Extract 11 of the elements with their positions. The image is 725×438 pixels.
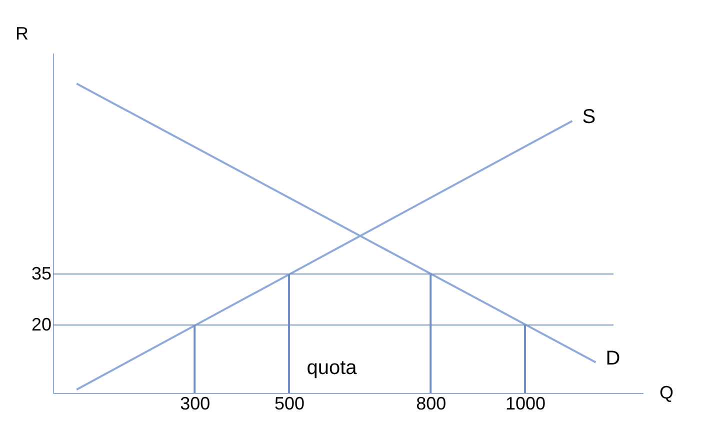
annotation: S — [582, 106, 596, 128]
y-tick-label: 20 — [31, 314, 52, 334]
x-tick-label: 800 — [416, 394, 446, 414]
annotation: D — [606, 347, 620, 370]
annotation: quota — [306, 357, 358, 379]
y-axis-title: R — [16, 24, 28, 44]
x-tick-label: 1000 — [505, 394, 546, 414]
y-tick-label: 35 — [31, 264, 52, 284]
x-axis-title: Q — [659, 382, 674, 402]
x-tick-label: 500 — [274, 394, 305, 414]
x-tick-label: 300 — [180, 394, 210, 414]
